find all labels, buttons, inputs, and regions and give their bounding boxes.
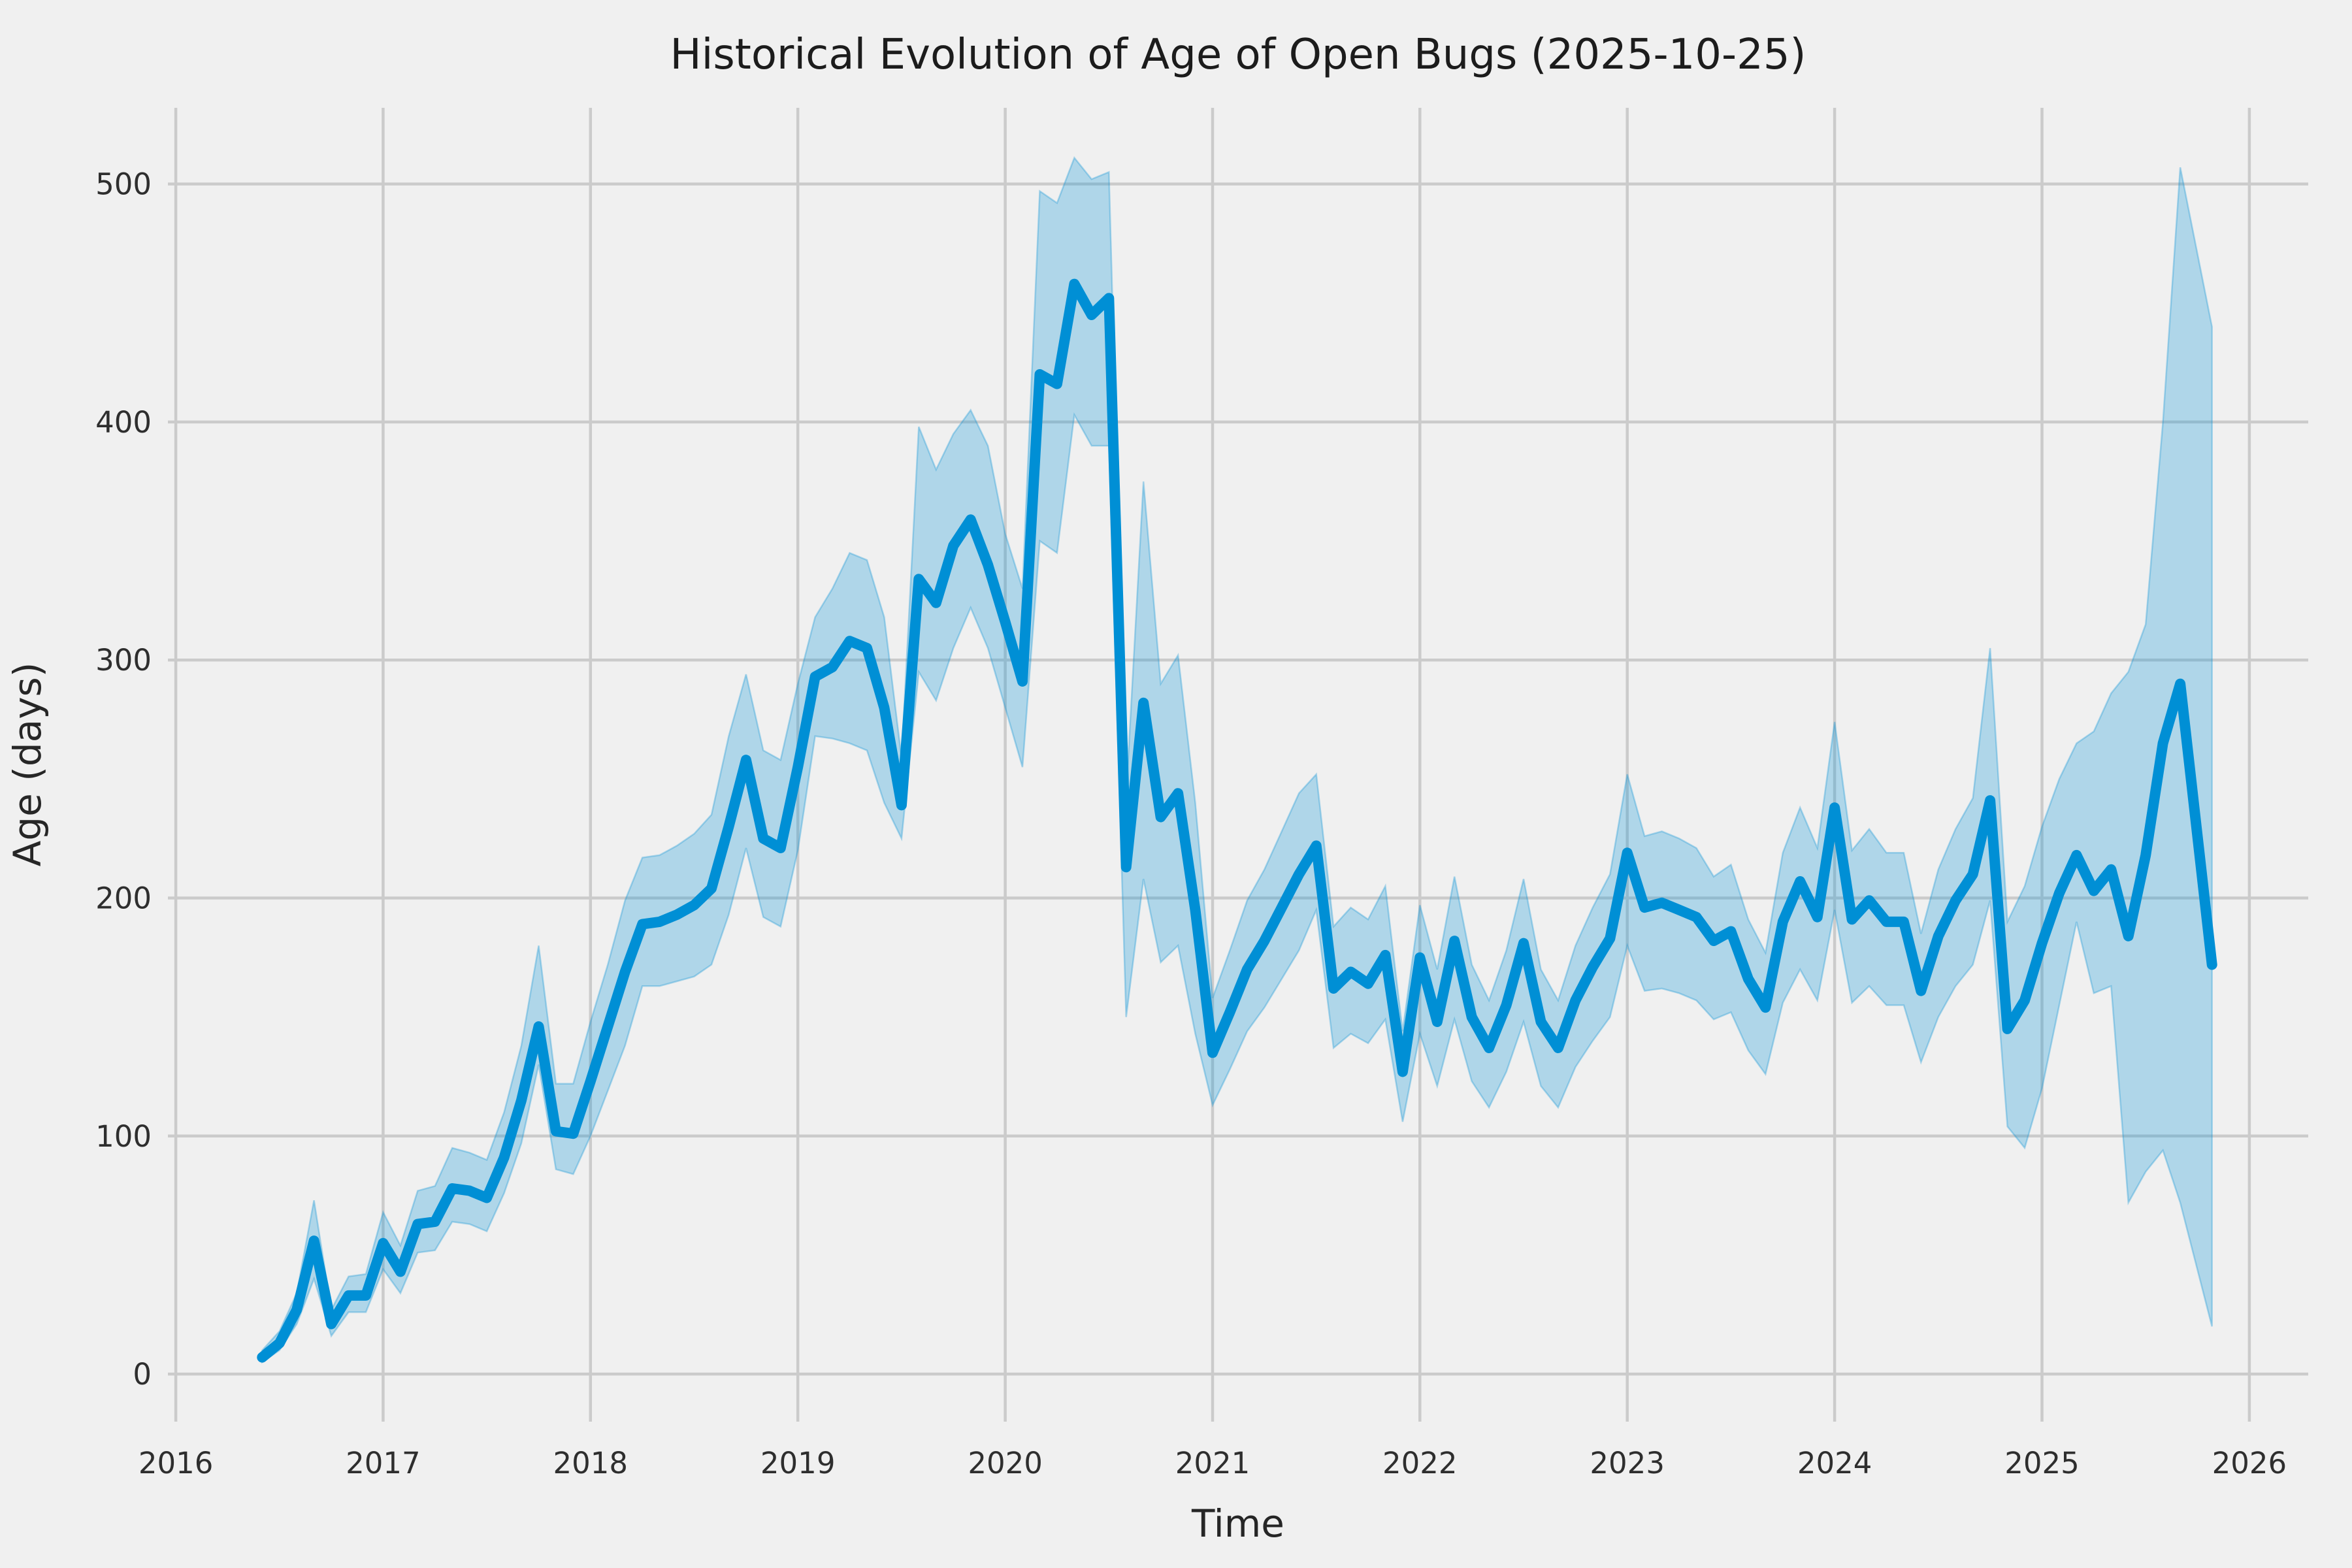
x-tick-label-2018: 2018 bbox=[553, 1446, 629, 1480]
y-tick-label-200: 200 bbox=[95, 881, 152, 916]
x-tick-labels: 2016 2017 2018 2019 2020 2021 2022 2023 2024 2025… bbox=[139, 1446, 2287, 1480]
x-tick-label-2016: 2016 bbox=[139, 1446, 214, 1480]
y-axis-label: Age (days) bbox=[5, 662, 50, 867]
y-tick-label-300: 300 bbox=[95, 643, 152, 678]
y-tick-label-400: 400 bbox=[95, 405, 152, 440]
x-tick-label-2021: 2021 bbox=[1175, 1446, 1250, 1480]
plot-area bbox=[168, 108, 2308, 1422]
x-tick-label-2020: 2020 bbox=[968, 1446, 1043, 1480]
y-tick-label-100: 100 bbox=[95, 1119, 152, 1154]
x-tick-label-2024: 2024 bbox=[1797, 1446, 1872, 1480]
horizontal-gridlines bbox=[168, 182, 2308, 1376]
confidence-band bbox=[261, 156, 2213, 1364]
x-tick-label-2019: 2019 bbox=[760, 1446, 836, 1480]
x-tick-label-2017: 2017 bbox=[346, 1446, 421, 1480]
chart-title: Historical Evolution of Age of Open Bugs… bbox=[670, 31, 1806, 79]
x-axis-label: Time bbox=[1191, 1501, 1284, 1546]
y-tick-label-0: 0 bbox=[133, 1357, 152, 1392]
x-tick-label-2025: 2025 bbox=[2004, 1446, 2080, 1480]
x-tick-label-2022: 2022 bbox=[1382, 1446, 1458, 1480]
vertical-gridlines bbox=[174, 108, 2251, 1422]
y-tick-label-500: 500 bbox=[95, 167, 152, 202]
x-tick-label-2023: 2023 bbox=[1590, 1446, 1665, 1480]
y-tick-labels: 0 100 200 300 400 500 bbox=[95, 167, 152, 1392]
x-tick-label-2026: 2026 bbox=[2212, 1446, 2287, 1480]
age-line-series bbox=[257, 278, 2217, 1363]
